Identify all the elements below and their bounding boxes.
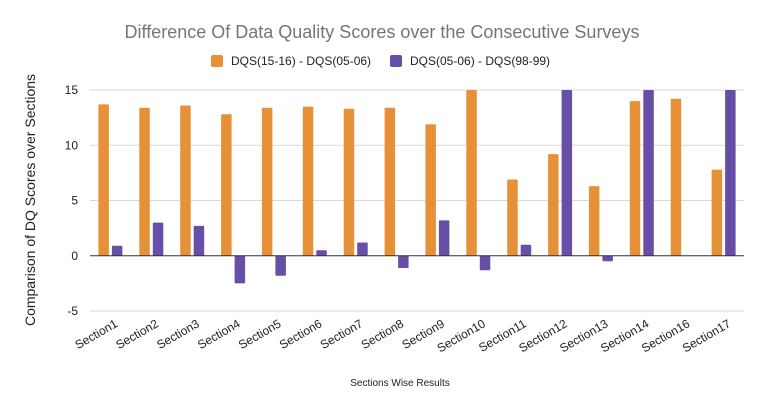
bar-series-2-section5[interactable]: [275, 255, 286, 276]
y-tick-label: 10: [65, 138, 79, 152]
bars: [98, 90, 736, 284]
bar-series-1-section7[interactable]: [343, 108, 355, 256]
bar-series-1-section10[interactable]: [466, 90, 477, 256]
chart-title: Difference Of Data Quality Scores over t…: [125, 22, 640, 42]
bar-series-1-section4[interactable]: [221, 114, 232, 256]
bar-series-2-section9[interactable]: [438, 220, 450, 256]
bar-series-1-section13[interactable]: [588, 186, 600, 256]
bar-series-2-section11[interactable]: [520, 244, 532, 256]
y-tick-label: 0: [71, 249, 78, 263]
bar-series-1-section14[interactable]: [629, 101, 641, 256]
bar-series-2-section14[interactable]: [643, 90, 654, 256]
legend-label-series-2: DQS(05-06) - DQS(98-99): [410, 54, 550, 68]
legend-item-series-1[interactable]: DQS(15-16) - DQS(05-06): [211, 54, 371, 68]
bar-series-2-section6[interactable]: [316, 250, 327, 256]
x-tick-label: Section3: [154, 316, 202, 352]
legend: DQS(15-16) - DQS(05-06) DQS(05-06) - DQS…: [211, 54, 550, 68]
y-tick-label: 15: [65, 83, 79, 97]
bar-series-1-section17[interactable]: [711, 169, 723, 256]
y-tick-label: 5: [71, 194, 78, 208]
x-tick-label: Section2: [113, 316, 161, 352]
bar-series-1-section5[interactable]: [261, 107, 273, 256]
bar-series-2-section10[interactable]: [479, 255, 491, 271]
bar-series-2-section7[interactable]: [357, 242, 368, 256]
legend-swatch-series-2: [390, 55, 402, 67]
bar-series-1-section6[interactable]: [302, 106, 314, 256]
y-tick-label: -5: [67, 304, 78, 318]
bar-series-1-section11[interactable]: [507, 179, 518, 256]
legend-item-series-2[interactable]: DQS(05-06) - DQS(98-99): [390, 54, 550, 68]
bar-series-1-section3[interactable]: [180, 105, 191, 256]
bar-series-1-section8[interactable]: [384, 107, 396, 256]
legend-label-series-1: DQS(15-16) - DQS(05-06): [231, 54, 371, 68]
bar-series-1-section2[interactable]: [139, 107, 150, 256]
legend-swatch-series-1: [211, 55, 223, 67]
y-axis-title: Comparison of DQ Scores over Sections: [22, 74, 38, 326]
y-axis-ticks: -5 0 5 10 15: [65, 83, 79, 318]
bar-series-1-section16[interactable]: [670, 98, 682, 256]
bar-series-2-section1[interactable]: [111, 245, 123, 256]
x-tick-label: Section6: [277, 316, 325, 352]
x-tick-label: Section4: [195, 316, 243, 352]
x-tick-label: Section1: [72, 316, 120, 352]
bar-series-2-section17[interactable]: [725, 90, 736, 256]
x-tick-label: Section7: [318, 316, 366, 352]
bar-series-2-section3[interactable]: [193, 225, 205, 256]
bar-series-2-section2[interactable]: [152, 222, 164, 256]
x-tick-label: Section5: [236, 316, 284, 352]
x-axis-title: Sections Wise Results: [350, 378, 449, 389]
bar-series-1-section12[interactable]: [548, 154, 559, 256]
bar-series-1-section9[interactable]: [425, 124, 436, 256]
bar-series-2-section13[interactable]: [602, 255, 613, 262]
bar-series-1-section1[interactable]: [98, 104, 109, 256]
bar-series-2-section8[interactable]: [398, 255, 409, 268]
x-tick-label: Section8: [359, 316, 407, 352]
bar-series-2-section4[interactable]: [234, 255, 246, 284]
x-axis-ticks: Section1Section2Section3Section4Section5…: [72, 316, 733, 355]
bar-series-2-section12[interactable]: [561, 90, 573, 256]
